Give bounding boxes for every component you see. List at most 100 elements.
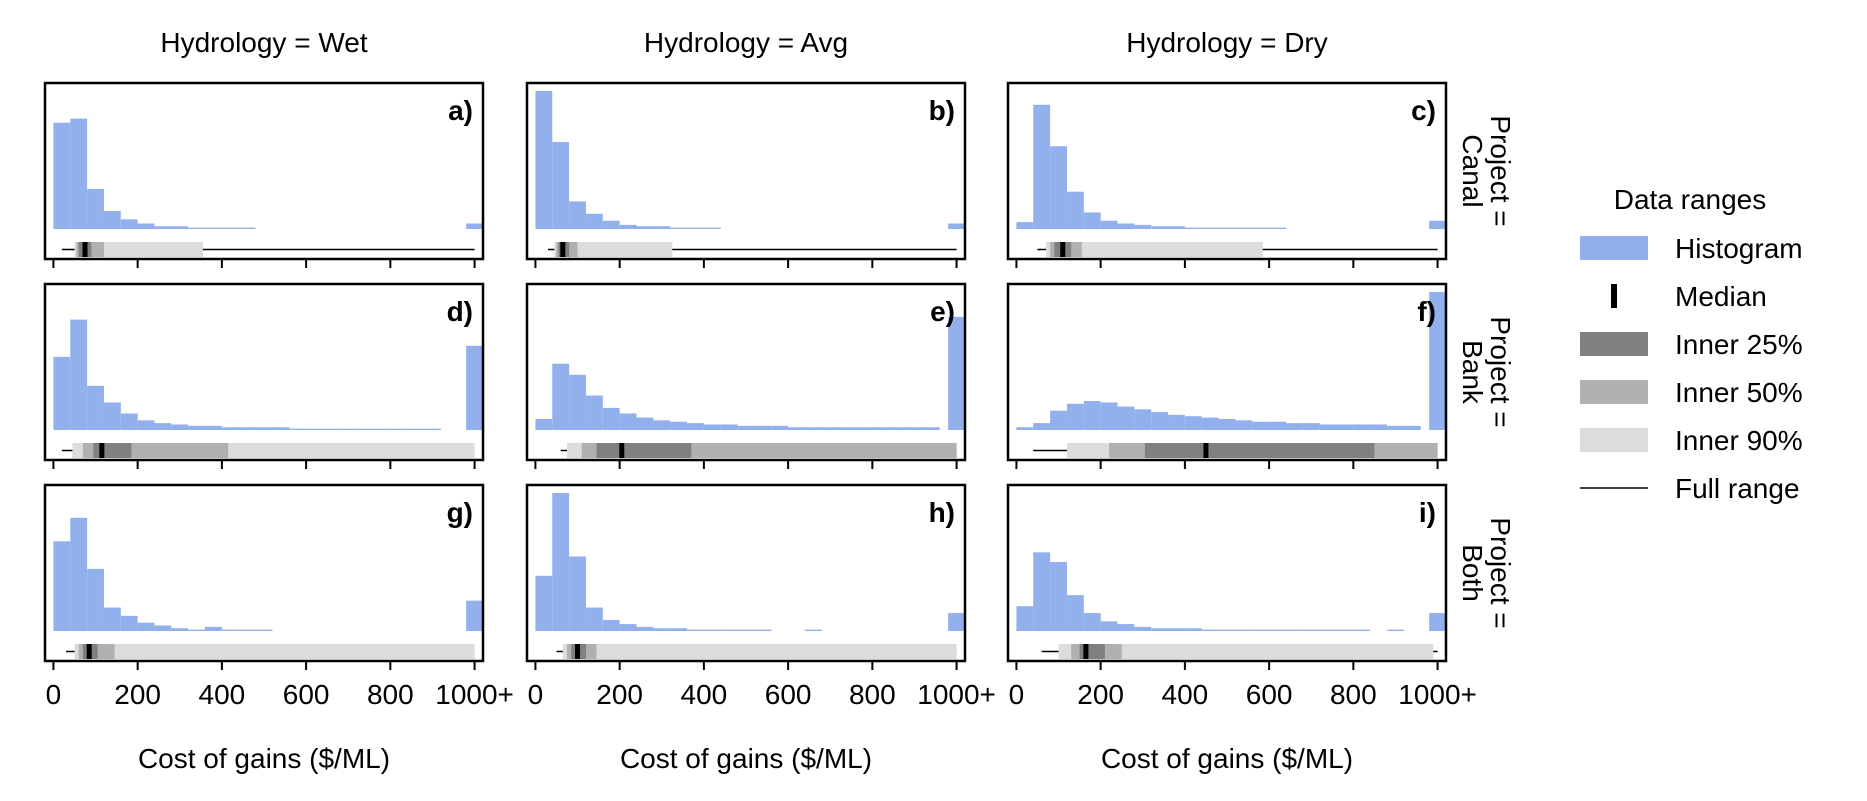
panel-i: i) 0 200 400 600 800 1000+ — [1006, 483, 1477, 710]
histogram-bar — [670, 421, 688, 430]
histogram-bar — [120, 615, 138, 631]
histogram-bar — [1066, 403, 1084, 430]
panel-label: b) — [929, 95, 955, 126]
labels-layer: Hydrology = Wet Cost of gains ($/ML) Hydro… — [138, 27, 1516, 774]
panel-label: e) — [930, 296, 955, 327]
panel-frame — [43, 483, 485, 663]
histogram-bar — [221, 227, 239, 229]
row-title: Project =Both — [1457, 517, 1516, 628]
x-tick-label: 0 — [46, 679, 62, 710]
histogram-bar — [171, 628, 189, 631]
inner-90-bar — [562, 644, 957, 659]
histogram-bar — [535, 575, 553, 631]
histogram-bar — [1184, 416, 1202, 430]
histogram-bar — [120, 219, 138, 229]
row-title-line: Canal — [1457, 134, 1488, 207]
histogram-bar — [306, 428, 323, 430]
panel-g: g) 0 200 400 600 800 1000+ — [43, 483, 514, 710]
histogram-bar — [804, 427, 822, 430]
histogram-bar — [687, 629, 704, 631]
median-marker — [575, 644, 581, 659]
histogram-bar — [1387, 425, 1404, 430]
histogram-bar — [70, 319, 88, 430]
legend-label-inner25: Inner 25% — [1675, 329, 1803, 360]
histogram-bar — [1269, 227, 1286, 229]
legend-swatch-median — [1611, 284, 1617, 308]
row-title: Project =Bank — [1457, 316, 1516, 427]
histogram-bar — [788, 427, 805, 430]
histogram-bar — [585, 607, 603, 631]
histogram-bar — [687, 227, 704, 229]
histogram-bar — [703, 629, 721, 631]
column-title: Hydrology = Dry — [1126, 27, 1328, 58]
inner-25-bar — [1079, 644, 1105, 659]
histogram-bar — [87, 188, 104, 229]
histogram-bar — [205, 227, 222, 229]
histogram-bar — [1269, 629, 1286, 631]
x-tick-label: 400 — [199, 679, 246, 710]
histogram-bar — [855, 427, 873, 430]
histogram-bar — [373, 428, 391, 430]
histogram-bar — [1083, 613, 1101, 631]
panel-label: a) — [448, 95, 473, 126]
legend-swatch-inner50 — [1580, 380, 1648, 404]
legend-swatch-inner90 — [1580, 428, 1648, 452]
histogram-bar — [1117, 223, 1135, 229]
histogram-bar — [1151, 628, 1169, 631]
histogram-bar — [1033, 423, 1051, 430]
histogram-bar — [1100, 621, 1118, 631]
panels-layer: a) b) c) d) e) f) g) 0 200 400 600 800 1000+ h) 0 200 40… — [43, 81, 1477, 710]
histogram-bar — [272, 427, 290, 430]
x-tick-label: 1000+ — [917, 679, 996, 710]
histogram-bar — [1033, 552, 1051, 631]
histogram-bar — [238, 629, 256, 631]
x-tick-label: 600 — [1246, 679, 1293, 710]
histogram-bar — [1168, 226, 1185, 229]
histogram-bar — [602, 619, 620, 631]
column-title: Hydrology = Avg — [644, 27, 848, 58]
histogram-bar — [205, 425, 222, 430]
histogram-bar — [1235, 629, 1253, 631]
histogram-bar — [221, 427, 239, 430]
histogram-bar — [137, 420, 155, 430]
median-marker — [99, 443, 105, 458]
median-marker — [1083, 644, 1089, 659]
inner-25-bar — [1144, 443, 1375, 458]
inner-90-bar — [74, 242, 203, 257]
row-title-line: Project = — [1485, 517, 1516, 628]
histogram-bar — [1252, 227, 1270, 229]
histogram-bar — [171, 424, 189, 430]
x-tick-label: 0 — [528, 679, 544, 710]
histogram-bar — [466, 600, 483, 631]
histogram-bar — [103, 402, 121, 430]
median-marker — [560, 242, 566, 257]
histogram-bar — [569, 201, 586, 229]
x-tick-label: 200 — [114, 679, 161, 710]
panel-frame — [525, 81, 967, 261]
histogram-bar — [171, 226, 189, 229]
histogram-bar — [255, 427, 273, 430]
histogram-bar — [948, 316, 965, 430]
legend-label-inner50: Inner 50% — [1675, 377, 1803, 408]
panel-f: f) — [1006, 282, 1448, 469]
histogram-bar — [1201, 629, 1219, 631]
median-marker — [619, 443, 625, 458]
histogram-bar — [154, 226, 172, 229]
histogram-bar — [670, 628, 688, 631]
histogram-bar — [1066, 191, 1084, 229]
row-title-line: Bank — [1457, 340, 1488, 405]
histogram-bar — [154, 423, 172, 430]
median-marker — [86, 644, 92, 659]
histogram-bar — [1302, 423, 1320, 430]
histogram-bar — [821, 427, 839, 430]
histogram-bar — [1370, 424, 1388, 430]
histogram-bar — [1403, 425, 1421, 430]
histogram-bar — [221, 629, 239, 631]
panel-a: a) — [43, 81, 485, 268]
histogram-bar — [1285, 629, 1303, 631]
panel-label: d) — [447, 296, 473, 327]
histogram-bar — [619, 224, 637, 229]
histogram-bar — [636, 226, 654, 229]
histogram-bar — [619, 413, 637, 430]
x-tick-label: 600 — [765, 679, 812, 710]
